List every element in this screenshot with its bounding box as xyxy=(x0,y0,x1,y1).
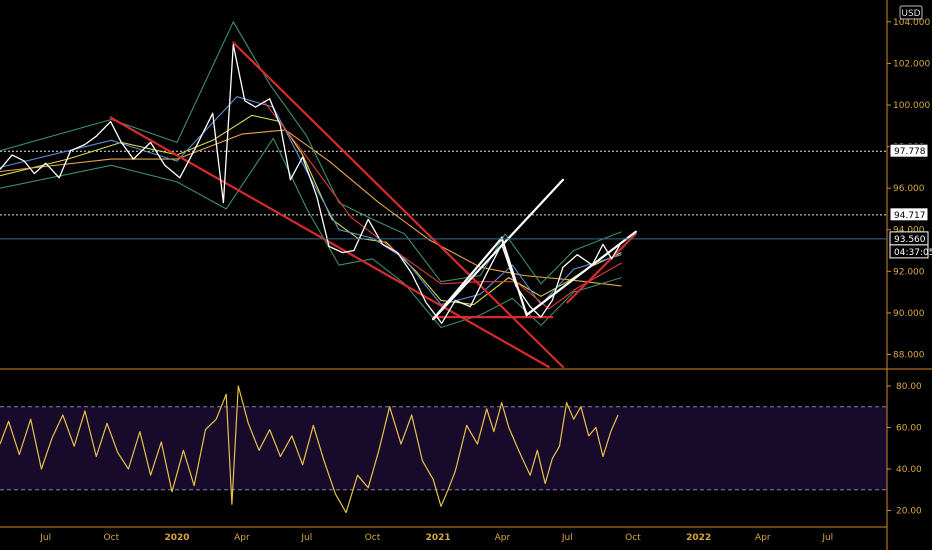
price-axis-tick: 94.000 xyxy=(893,226,925,236)
current-price-label-text: 93.560 xyxy=(894,235,926,245)
oscillator-line xyxy=(0,385,619,514)
level-label-0: 97.778 xyxy=(889,143,929,158)
trendline-3 xyxy=(566,232,637,304)
trendline-5 xyxy=(432,230,637,321)
time-axis-tick: Jul xyxy=(561,533,573,543)
oscillator-axis-tick: 60.00 xyxy=(896,423,922,433)
level-label-1-text: 94.717 xyxy=(894,211,926,221)
currency-badge: USD xyxy=(899,5,923,20)
time-axis-tick: Apr xyxy=(234,533,250,543)
countdown-label-text: 04:37:05 xyxy=(894,248,932,258)
trendline-4 xyxy=(432,178,565,321)
level-label-1: 94.717 xyxy=(889,207,929,222)
oscillator-axis-tick: 80.00 xyxy=(896,382,922,392)
price-axis-tick: 104.000 xyxy=(893,18,930,28)
price-axis-tick: 92.000 xyxy=(893,267,925,277)
countdown-label-box xyxy=(889,244,929,259)
series-line-5 xyxy=(0,137,622,329)
time-axis-tick: Apr xyxy=(495,533,511,543)
price-axis-tick: 100.000 xyxy=(893,101,930,111)
time-axis-tick: Jul xyxy=(821,533,833,543)
time-axis-tick: 2022 xyxy=(686,533,711,543)
level-label-0-box xyxy=(889,143,929,158)
price-axis-tick: 88.000 xyxy=(893,350,925,360)
price-axis-tick: 102.000 xyxy=(893,59,930,69)
time-axis-tick: Jul xyxy=(39,533,51,543)
level-label-1-box xyxy=(889,207,929,222)
series-line-6 xyxy=(262,100,622,310)
time-axis-tick: Jul xyxy=(300,533,312,543)
oscillator-band-fill xyxy=(0,406,887,490)
oscillator-axis-tick: 20.00 xyxy=(896,506,922,516)
time-axis-tick: 2020 xyxy=(164,533,189,543)
series-line-4 xyxy=(0,21,622,285)
time-axis-tick: Oct xyxy=(104,533,120,543)
level-label-0-text: 97.778 xyxy=(894,147,926,157)
time-axis-tick: Oct xyxy=(625,533,641,543)
trendline-1 xyxy=(232,41,565,369)
price-axis-tick: 90.000 xyxy=(893,309,925,319)
currency-badge-box xyxy=(899,5,923,20)
currency-label: USD xyxy=(901,9,920,19)
series-line-3 xyxy=(0,96,622,306)
series-line-2 xyxy=(0,129,622,287)
price-axis-tick: 96.000 xyxy=(893,184,925,194)
time-axis-tick: Apr xyxy=(755,533,771,543)
time-axis-tick: Oct xyxy=(365,533,381,543)
countdown-label: 04:37:05 xyxy=(889,244,932,259)
price-line xyxy=(0,44,623,324)
current-price-label: 93.560 xyxy=(889,231,929,246)
oscillator-axis-tick: 40.00 xyxy=(896,465,922,475)
time-axis-tick: 2021 xyxy=(426,533,451,543)
trendline-0 xyxy=(109,116,550,369)
